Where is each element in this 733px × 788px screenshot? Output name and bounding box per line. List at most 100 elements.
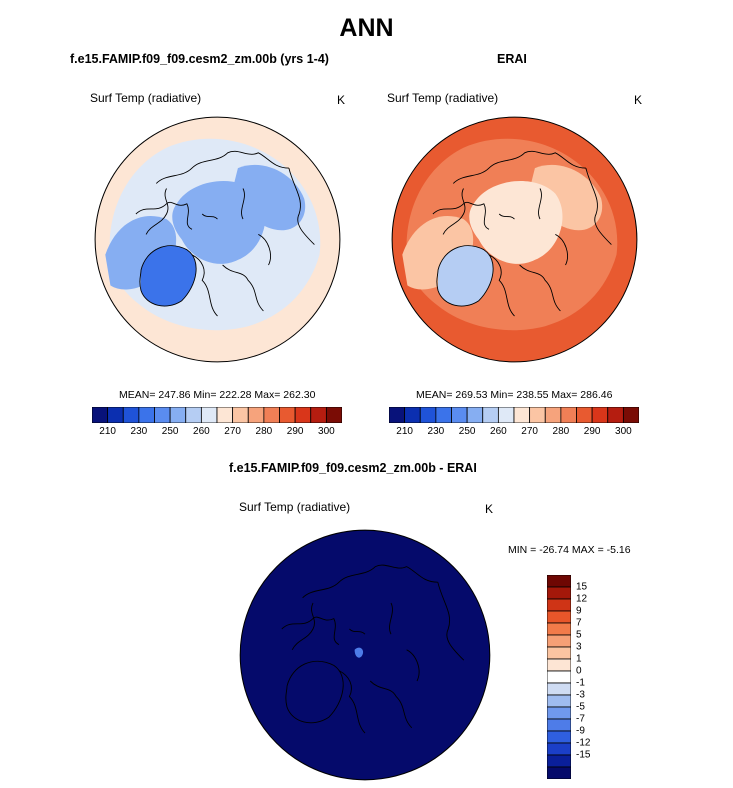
right-colorbar-bin [622,407,639,423]
figure-title: ANN [339,14,394,42]
right-stats-text: MEAN= 269.53 Min= 238.55 Max= 286.46 [416,389,613,401]
right-colorbar-bin [591,407,609,423]
left-colorbar-ticks: 210 230 250 260 270 280 290 300 [92,426,342,440]
diff-stats-text: MIN = -26.74 MAX = -5.16 [508,544,631,556]
left-polar-map [94,116,341,363]
diff-units-label: K [485,502,494,516]
left-colorbar-bin [169,407,187,423]
diff-colorbar-tick-label: -7 [576,713,585,725]
diff-colorbar-tick-label: -5 [576,701,585,713]
diff-coastline [369,680,413,729]
right-colorbar-bin [607,407,624,423]
left-coastline [258,234,271,266]
diff-colorbar-tick-label: -12 [576,737,591,749]
left-colorbar-bin [200,407,218,423]
diff-coastline [389,602,393,635]
right-map-border [391,116,638,363]
right-coastline [538,188,542,220]
diff-colorbar-bin [547,766,571,779]
diff-field-fill [240,530,490,780]
right-colorbar-tick-label: 250 [458,426,476,437]
right-colorbar-bin [560,407,577,423]
diff-map-border [239,529,491,781]
diff-colorbar-bin [547,754,571,768]
diff-colorbar-bin [547,586,571,600]
left-colorbar-tick-label: 210 [99,426,116,437]
right-greenland [438,245,494,307]
right-coastline [452,150,586,184]
diff-coastline [291,602,315,651]
diff-colorbar-bin [547,670,571,684]
diff-colorbar-bin [547,694,571,708]
right-coastline [585,167,612,245]
diff-colorbar-tick-label: 1 [576,653,582,665]
left-colorbar-tick-label: 290 [286,426,304,437]
right-colorbar-bin [435,407,452,423]
left-colorbar-bin [138,407,155,423]
left-colorbar-bin [154,407,171,423]
right-colorbar-bin [497,407,515,423]
diff-colorbar [547,575,571,779]
diff-colorbar-bin [547,622,571,636]
left-colorbar-tick-label: 300 [318,426,335,437]
right-colorbar-tick-label: 210 [396,426,413,437]
diff-colorbar-tick-label: -15 [576,749,591,761]
diff-colorbar-tick-label: 5 [576,629,582,641]
right-coastline [432,201,490,230]
left-colorbar-bin [263,407,280,423]
diff-coastline [285,660,344,724]
diff-warm-anomaly [354,647,364,658]
right-colorbar-bin [544,407,562,423]
diff-colorbar-bin [547,718,571,732]
right-colorbar-bin [482,407,499,423]
right-polar-map [391,116,638,363]
left-colorbar-bin [310,407,327,423]
left-coastline [135,201,193,230]
left-coastline [288,167,315,245]
diff-colorbar-tick-label: 9 [576,605,582,617]
right-coastline [555,234,568,266]
right-variable-label: Surf Temp (radiative) [387,91,499,105]
left-colorbar-tick-label: 270 [224,426,241,437]
right-coastline [436,245,494,307]
left-colorbar-bin [216,407,234,423]
diff-colorbar-tick-label: 15 [576,581,588,593]
left-map-border [94,116,341,363]
left-stats-text: MEAN= 247.86 Min= 222.28 Max= 262.30 [119,389,316,401]
right-colorbar-bin [576,407,593,423]
right-arctic-ocean [469,181,563,264]
left-colorbar-bin [122,407,140,423]
left-colorbar-tick-label: 250 [161,426,179,437]
diff-colorbar-tick-label: 0 [576,665,582,677]
diff-colorbar-bin [547,742,571,756]
left-coastline [139,245,197,307]
right-colorbar-bin [513,407,531,423]
right-coastline [519,264,561,312]
right-colorbar-bin [419,407,437,423]
left-coastline [145,188,169,235]
right-colorbar-tick-label: 300 [615,426,632,437]
left-colorbar-bin [185,407,202,423]
left-panel-title: f.e15.FAMIP.f09_f09.cesm2_zm.00b (yrs 1-… [70,52,329,66]
right-coastline [442,188,466,235]
diff-polar-map [239,529,491,781]
left-colorbar [92,407,342,423]
diff-colorbar-ticks: 15 12 9 7 5 3 1 0 -1 -3 -5 -7 -9 -12 -15 [576,575,606,779]
diff-colorbar-bin [547,575,571,588]
diff-colorbar-bin [547,730,571,744]
right-colorbar-bin [404,407,421,423]
diff-variable-label: Surf Temp (radiative) [239,500,351,514]
left-coastline [191,254,218,317]
left-colorbar-bin [279,407,296,423]
diff-colorbar-bin [547,682,571,696]
right-colorbar [389,407,639,423]
left-colorbar-bin [325,407,342,423]
right-colorbar-tick-label: 290 [583,426,601,437]
right-colorbar-tick-label: 230 [427,426,445,437]
right-coastline [488,254,515,317]
left-colorbar-tick-label: 230 [130,426,148,437]
right-panel-title: ERAI [497,52,527,66]
left-units-label: K [337,93,346,107]
right-colorbar-tick-label: 270 [521,426,538,437]
diff-colorbar-tick-label: -9 [576,725,585,737]
